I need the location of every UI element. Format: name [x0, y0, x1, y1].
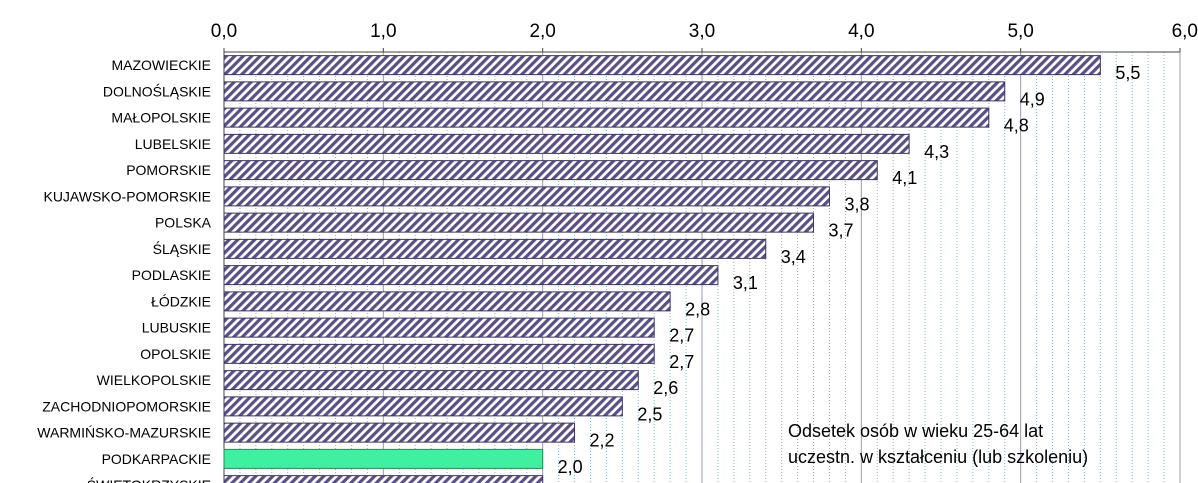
value-label: 2,7 — [669, 326, 694, 346]
category-label: POLSKA — [155, 215, 212, 231]
value-label: 4,8 — [1004, 116, 1029, 136]
bar — [223, 265, 719, 286]
x-tick-label: 1,0 — [370, 21, 396, 42]
x-tick-label: 0,0 — [211, 21, 237, 42]
value-label: 2,0 — [558, 457, 583, 477]
bar — [223, 370, 639, 391]
category-label: OPOLSKIE — [140, 346, 211, 362]
bar — [223, 448, 544, 469]
category-label: LUBUSKIE — [142, 320, 211, 336]
bar — [223, 475, 544, 483]
bars — [223, 55, 1101, 483]
value-label: 4,9 — [1020, 89, 1045, 109]
value-label: 3,7 — [829, 221, 854, 241]
category-label: ŁÓDZKIE — [151, 293, 211, 309]
category-label: ZACHODNIOPOMORSKIE — [42, 398, 211, 414]
value-label: 2,8 — [685, 299, 710, 319]
annotation: Odsetek osób w wieku 25-64 lat uczestn. … — [788, 421, 1088, 467]
category-label: PODKARPACKIE — [102, 451, 211, 467]
value-label: 2,2 — [590, 431, 615, 451]
bar — [223, 212, 815, 233]
value-label: 2,6 — [653, 378, 678, 398]
annotation-line-2: uczestn. w kształceniu (lub szkoleniu) — [788, 447, 1088, 467]
bar — [223, 133, 910, 154]
bar — [223, 291, 671, 312]
value-label: 4,3 — [924, 142, 949, 162]
bar — [223, 396, 623, 417]
category-label: LUBELSKIE — [135, 136, 211, 152]
value-labels: 5,5 4,9 4,8 4,3 4,1 3,8 3,7 3,4 3,1 2,8 2,7 2,7 2,6 2… — [558, 63, 1141, 477]
bar — [223, 238, 767, 259]
category-label: ŚLĄSKIE — [153, 240, 211, 257]
x-tick-label: 6,0 — [1172, 21, 1198, 42]
annotation-line-1: Odsetek osób w wieku 25-64 lat — [788, 421, 1043, 441]
category-label: POMORSKIE — [126, 162, 211, 178]
category-label: PODLASKIE — [132, 267, 211, 283]
value-label: 5,5 — [1115, 63, 1140, 83]
value-label: 3,1 — [733, 273, 758, 293]
bar — [223, 160, 878, 181]
category-label: WIELKOPOLSKIE — [97, 372, 211, 388]
x-tick-label: 4,0 — [848, 21, 874, 42]
x-tick-label: 5,0 — [1007, 21, 1033, 42]
bar — [223, 186, 830, 207]
category-labels: MAZOWIECKIE DOLNOŚLĄSKIE MAŁOPOLSKIE LUBELS… — [37, 57, 211, 483]
x-tick-label: 3,0 — [689, 21, 715, 42]
category-label: KUJAWSKO-POMORSKIE — [43, 188, 211, 204]
bar — [223, 81, 1006, 102]
value-label: 3,4 — [781, 247, 806, 267]
value-label: 2,7 — [669, 352, 694, 372]
bar — [223, 422, 576, 443]
bar — [223, 55, 1101, 76]
x-tick-label: 2,0 — [529, 21, 555, 42]
category-label: MAZOWIECKIE — [111, 57, 211, 73]
bar — [223, 107, 990, 128]
category-label: ŚWIĘTOKRZYSKIE — [87, 476, 211, 483]
category-label: WARMIŃSKO-MAZURSKIE — [37, 425, 211, 441]
bar — [223, 343, 655, 364]
category-label: DOLNOŚLĄSKIE — [103, 82, 211, 99]
bar — [223, 317, 655, 338]
category-label: MAŁOPOLSKIE — [111, 110, 211, 126]
x-axis: 0,0 1,0 2,0 3,0 4,0 5,0 6,0 — [211, 21, 1198, 52]
value-label: 2,5 — [637, 404, 662, 424]
value-label: 4,1 — [892, 168, 917, 188]
value-label: 3,8 — [844, 194, 869, 214]
